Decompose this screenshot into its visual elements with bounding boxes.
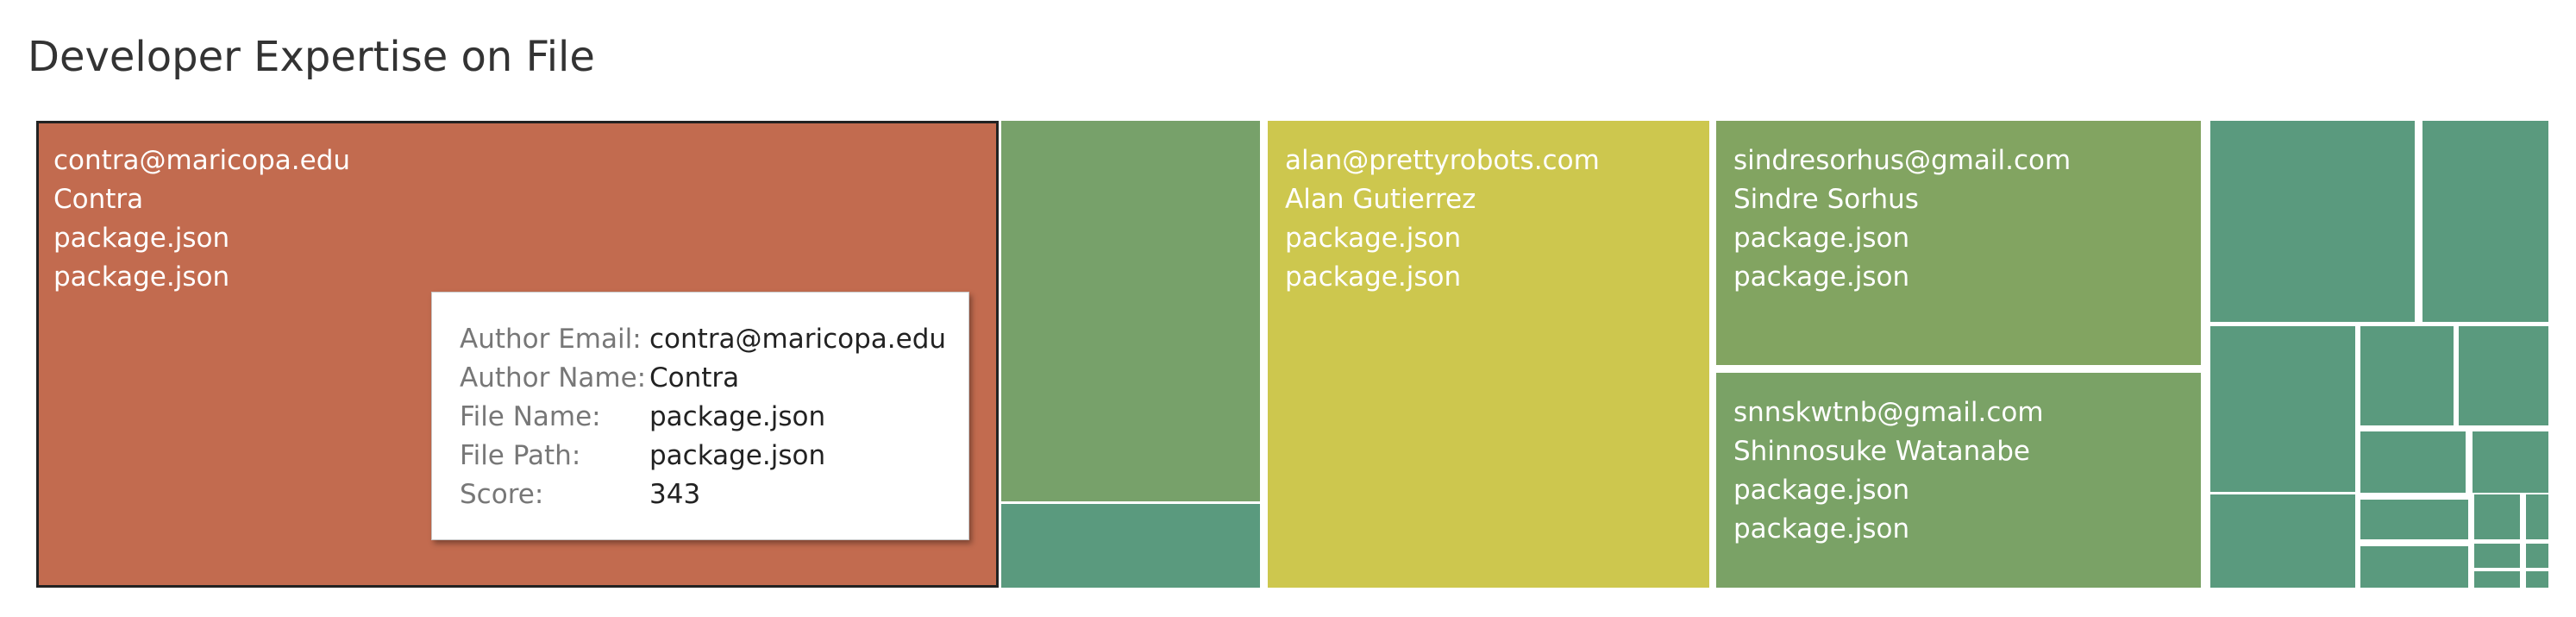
treemap-tile[interactable] bbox=[2523, 544, 2548, 568]
treemap-tile[interactable]: alan@prettyrobots.com Alan Gutierrez packa… bbox=[1265, 121, 1709, 588]
tooltip-value: package.json bbox=[649, 440, 826, 471]
treemap-tile[interactable] bbox=[2208, 494, 2355, 588]
tile-email: sindresorhus@gmail.com bbox=[1733, 145, 2071, 176]
tooltip-row-name: Author Name: Contra bbox=[460, 359, 739, 398]
tile-file-path: package.json bbox=[53, 261, 230, 293]
tooltip-row-file-path: File Path: package.json bbox=[460, 437, 825, 475]
treemap-tile[interactable] bbox=[2523, 571, 2548, 588]
treemap-tile[interactable] bbox=[2208, 326, 2355, 492]
treemap-tile[interactable] bbox=[999, 121, 1260, 501]
treemap-tile[interactable] bbox=[2472, 544, 2520, 568]
tooltip-row-score: Score: 343 bbox=[460, 475, 700, 514]
tile-labels: snnskwtnb@gmail.com Shinnosuke Watanabe pa… bbox=[1733, 393, 2044, 549]
tile-email: alan@prettyrobots.com bbox=[1285, 145, 1600, 176]
tooltip-label: Score: bbox=[460, 479, 544, 510]
tile-file-path: package.json bbox=[1285, 261, 1462, 293]
treemap-tile[interactable] bbox=[2420, 121, 2548, 322]
tooltip-row-file-name: File Name: package.json bbox=[460, 398, 825, 437]
tooltip-value: contra@maricopa.edu bbox=[649, 324, 947, 355]
treemap-tile[interactable] bbox=[2472, 494, 2520, 539]
tile-author-name: Alan Gutierrez bbox=[1285, 184, 1476, 215]
treemap-tile[interactable] bbox=[2418, 121, 2421, 322]
tooltip-value: 343 bbox=[649, 479, 701, 510]
treemap-tile[interactable] bbox=[2470, 431, 2548, 493]
tooltip-label: File Name: bbox=[460, 401, 601, 432]
treemap-tile[interactable] bbox=[2358, 546, 2468, 588]
tooltip-label: Author Email: bbox=[460, 324, 642, 355]
tile-labels: sindresorhus@gmail.com Sindre Sorhus packa… bbox=[1733, 142, 2071, 297]
tile-labels: contra@maricopa.edu Contra package.json pac… bbox=[53, 142, 350, 297]
tile-author-name: Shinnosuke Watanabe bbox=[1733, 436, 2030, 467]
chart-title: Developer Expertise on File bbox=[28, 33, 595, 81]
treemap-tile[interactable] bbox=[2358, 500, 2468, 539]
tile-file-name: package.json bbox=[53, 223, 230, 254]
tooltip-label: Author Name: bbox=[460, 362, 647, 393]
treemap-tile[interactable] bbox=[2358, 431, 2466, 493]
treemap-tile[interactable] bbox=[2456, 326, 2548, 425]
tile-file-path: package.json bbox=[1733, 513, 1910, 545]
treemap-tile[interactable] bbox=[2523, 494, 2548, 539]
tooltip-value: Contra bbox=[649, 362, 740, 393]
tooltip-row-email: Author Email: contra@maricopa.edu bbox=[460, 320, 946, 359]
tile-author-name: Contra bbox=[53, 184, 144, 215]
tile-author-name: Sindre Sorhus bbox=[1733, 184, 1919, 215]
tooltip-label: File Path: bbox=[460, 440, 581, 471]
treemap-tile[interactable] bbox=[2208, 121, 2415, 322]
tile-email: snnskwtnb@gmail.com bbox=[1733, 397, 2044, 428]
tile-file-name: package.json bbox=[1733, 475, 1910, 506]
tile-file-path: package.json bbox=[1733, 261, 1910, 293]
treemap-tile[interactable]: sindresorhus@gmail.com Sindre Sorhus packa… bbox=[1714, 121, 2201, 365]
tile-labels: alan@prettyrobots.com Alan Gutierrez packa… bbox=[1285, 142, 1600, 297]
treemap-tile[interactable] bbox=[999, 504, 1260, 588]
treemap-tile[interactable] bbox=[2472, 571, 2520, 588]
treemap-tile[interactable] bbox=[2358, 326, 2454, 425]
tooltip-value: package.json bbox=[649, 401, 826, 432]
tooltip: Author Email: contra@maricopa.edu Author … bbox=[431, 292, 969, 540]
tile-file-name: package.json bbox=[1285, 223, 1462, 254]
treemap-tile[interactable]: snnskwtnb@gmail.com Shinnosuke Watanabe pa… bbox=[1714, 373, 2201, 588]
tile-email: contra@maricopa.edu bbox=[53, 145, 351, 176]
tile-file-name: package.json bbox=[1733, 223, 1910, 254]
